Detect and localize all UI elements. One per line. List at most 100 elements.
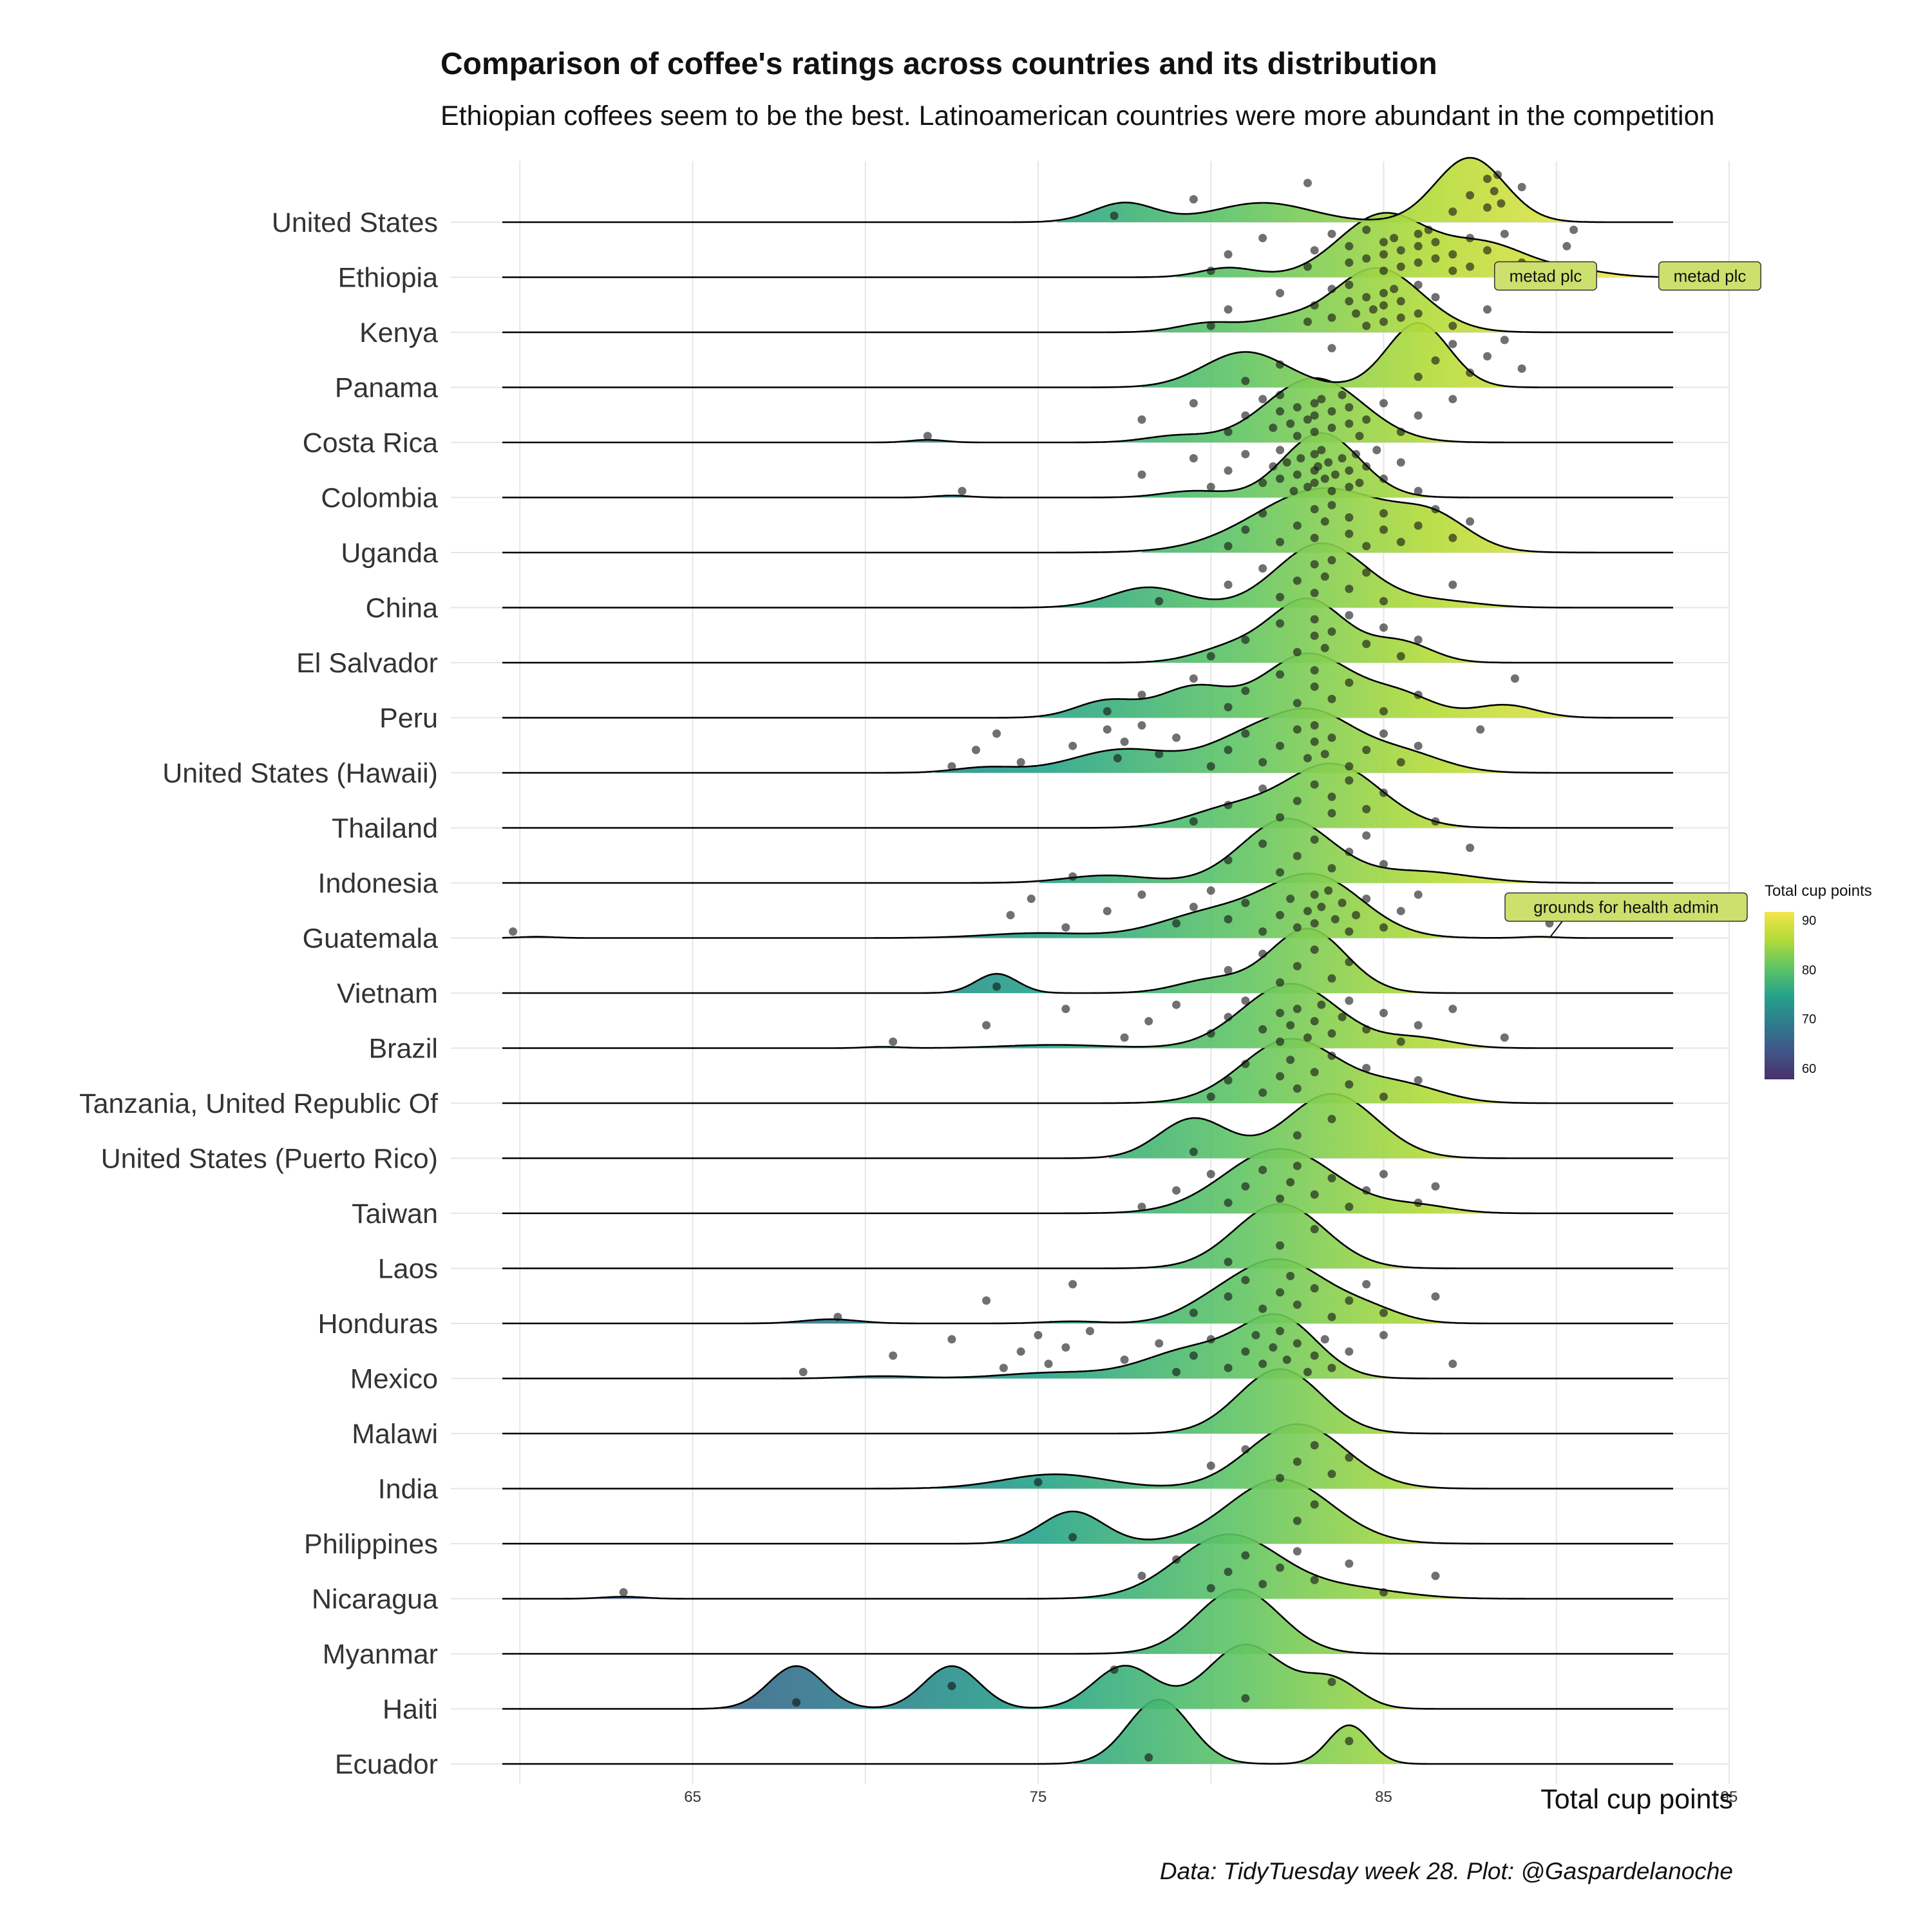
data-point	[958, 487, 967, 495]
ridge-outline	[502, 873, 1673, 939]
data-point	[1448, 533, 1457, 542]
data-point	[1327, 407, 1336, 416]
data-point	[1258, 564, 1267, 573]
data-point	[1414, 1076, 1423, 1084]
data-point	[1172, 919, 1181, 928]
data-point	[1206, 267, 1215, 275]
data-point	[1362, 804, 1371, 813]
data-point	[1345, 1202, 1354, 1211]
data-point	[1276, 360, 1285, 369]
y-axis-label: United States (Hawaii)	[162, 758, 438, 789]
data-point	[1276, 1009, 1285, 1018]
ridge-haiti	[502, 1643, 1674, 1710]
ridge-outline	[502, 762, 1673, 829]
data-point	[1338, 390, 1347, 399]
y-axis-label: Ethiopia	[338, 263, 438, 294]
svg-text:metad plc: metad plc	[1510, 267, 1582, 286]
ridge-outline	[502, 212, 1673, 278]
data-point	[1276, 813, 1285, 822]
data-point	[1414, 1021, 1423, 1030]
data-point	[1476, 725, 1485, 734]
data-point	[1241, 687, 1250, 696]
y-axis-label: Nicaragua	[312, 1584, 438, 1615]
data-point	[1414, 690, 1423, 699]
data-point	[1103, 907, 1112, 916]
x-tick-label: 75	[1030, 1788, 1047, 1806]
data-point	[1448, 207, 1457, 216]
data-point	[1345, 482, 1354, 491]
data-point	[1276, 1563, 1285, 1572]
data-point	[619, 1588, 628, 1596]
data-point	[1317, 902, 1326, 911]
ridge-fill	[1074, 1700, 1674, 1764]
ridge-china	[502, 542, 1674, 609]
data-point	[1110, 211, 1119, 220]
ridge-outline	[502, 1423, 1673, 1490]
data-point	[1466, 368, 1475, 377]
data-point	[1327, 423, 1336, 432]
data-point	[1189, 674, 1198, 683]
data-point	[1345, 1347, 1354, 1356]
data-point	[1379, 526, 1388, 534]
data-point	[1155, 1339, 1164, 1348]
data-point	[1303, 482, 1312, 491]
data-point	[1327, 487, 1336, 495]
data-point	[1448, 250, 1457, 259]
data-point	[1327, 500, 1336, 509]
data-point	[1241, 996, 1250, 1005]
data-point	[1303, 262, 1312, 271]
data-point	[1155, 750, 1164, 759]
data-point	[1379, 1092, 1388, 1101]
ridge-outline	[502, 1368, 1673, 1435]
data-point	[1490, 187, 1499, 196]
data-point	[1448, 339, 1457, 348]
data-point	[1431, 817, 1440, 826]
data-point	[1189, 399, 1198, 408]
data-point	[1379, 1009, 1388, 1018]
data-point	[1414, 636, 1423, 644]
data-point	[1379, 1170, 1388, 1179]
data-point	[1224, 746, 1233, 754]
data-point	[1345, 258, 1354, 267]
data-point	[1224, 800, 1233, 810]
ridge-fill	[935, 1479, 1674, 1544]
ridge-fill	[1142, 488, 1674, 553]
data-point	[1293, 797, 1302, 806]
data-point	[1241, 1276, 1250, 1285]
data-point	[1317, 1000, 1326, 1009]
data-point	[1258, 1025, 1267, 1034]
data-point	[1310, 1575, 1319, 1584]
data-point	[1206, 482, 1215, 491]
data-point	[1396, 907, 1405, 916]
data-point	[1345, 1080, 1354, 1089]
data-point	[1345, 776, 1354, 785]
data-point	[1310, 631, 1319, 640]
data-point	[982, 1296, 991, 1305]
data-point	[1320, 572, 1329, 581]
data-point	[1362, 462, 1371, 471]
data-point	[1317, 395, 1326, 404]
data-point	[1172, 1000, 1181, 1009]
data-point	[1276, 446, 1285, 455]
data-point	[1258, 509, 1267, 518]
data-point	[1137, 470, 1146, 479]
data-point	[833, 1312, 842, 1321]
data-point	[1362, 895, 1371, 904]
data-point	[1269, 1343, 1278, 1352]
data-point	[1241, 1694, 1250, 1703]
data-point	[1396, 458, 1405, 467]
data-point	[1303, 415, 1312, 424]
ridge-brazil	[502, 983, 1674, 1049]
data-point	[1303, 317, 1312, 327]
data-point	[1414, 280, 1423, 289]
data-point	[1310, 737, 1319, 746]
data-point	[1362, 746, 1371, 754]
data-point	[1483, 203, 1492, 212]
data-point	[1414, 258, 1423, 267]
data-point	[1448, 1359, 1457, 1368]
data-point	[1431, 293, 1440, 301]
data-point	[1293, 923, 1302, 932]
data-point	[1293, 1161, 1302, 1170]
data-point	[1293, 1517, 1302, 1525]
data-point	[1320, 517, 1329, 526]
